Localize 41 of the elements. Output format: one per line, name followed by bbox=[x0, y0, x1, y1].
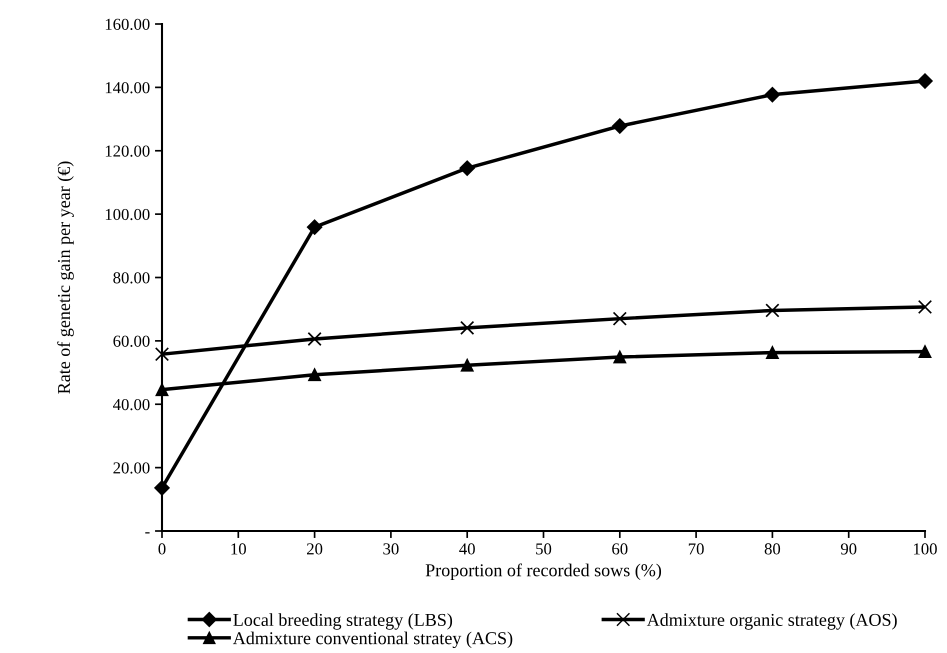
x-tick-label: 10 bbox=[231, 543, 246, 555]
y-tick-label: 120.00 bbox=[106, 145, 150, 157]
y-tick-label: 160.00 bbox=[106, 18, 150, 30]
point bbox=[918, 345, 932, 358]
point bbox=[460, 358, 474, 372]
y-tick-label: 20.00 bbox=[113, 462, 150, 474]
x-tick-label: 20 bbox=[307, 543, 322, 555]
point bbox=[766, 346, 779, 359]
x-tick-label: 40 bbox=[459, 543, 475, 555]
x-axis-title: Proportion of recorded sows (%) bbox=[426, 563, 662, 580]
x-tick-label: 50 bbox=[536, 543, 552, 555]
point bbox=[613, 350, 626, 364]
y-axis-title: Rate of genetic gain per year (€) bbox=[57, 161, 74, 394]
x-tick-label: 90 bbox=[840, 543, 856, 555]
point bbox=[764, 86, 780, 102]
point bbox=[308, 368, 321, 382]
point bbox=[612, 312, 627, 326]
y-tick-label: - bbox=[145, 532, 150, 534]
x-tick-label: 80 bbox=[764, 543, 780, 555]
point bbox=[306, 219, 322, 235]
legend-label: Local breeding strategy (LBS) bbox=[233, 613, 452, 630]
x-tick-label: 70 bbox=[688, 543, 704, 555]
x-tick-label: 0 bbox=[158, 543, 166, 555]
y-tick-label: 40.00 bbox=[113, 398, 150, 410]
point bbox=[154, 347, 170, 362]
x-tick-label: 30 bbox=[383, 543, 399, 555]
y-tick-label: 140.00 bbox=[106, 82, 150, 94]
y-tick-label: 60.00 bbox=[113, 336, 150, 347]
y-tick-label: 100.00 bbox=[106, 208, 150, 220]
x-tick-label: 100 bbox=[914, 543, 937, 555]
point bbox=[460, 320, 474, 335]
point bbox=[308, 332, 322, 346]
x-tick-label: 60 bbox=[612, 543, 628, 555]
legend-label: Admixture organic strategy (AOS) bbox=[646, 613, 897, 630]
y-tick-label: 80.00 bbox=[113, 272, 150, 284]
legend-label: Admixture conventional stratey (ACS) bbox=[232, 632, 512, 648]
point bbox=[918, 300, 932, 314]
point bbox=[765, 303, 780, 318]
point bbox=[612, 118, 628, 134]
point bbox=[459, 160, 475, 176]
point bbox=[917, 73, 933, 89]
